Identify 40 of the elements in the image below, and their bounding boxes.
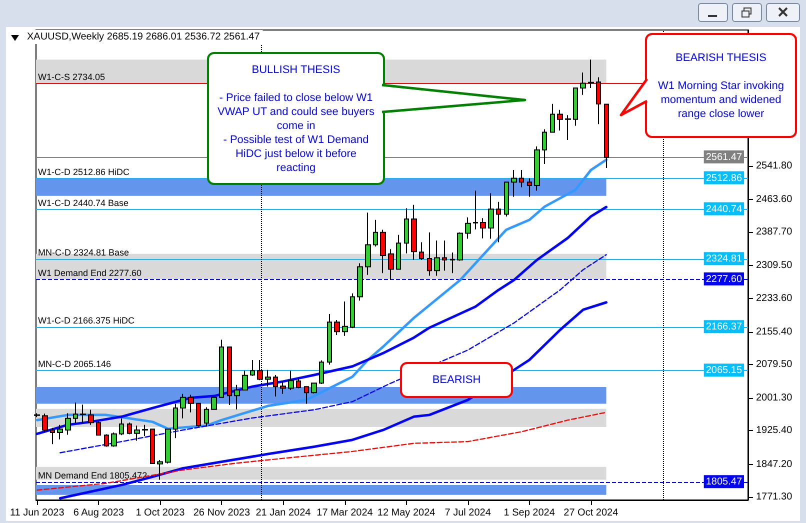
x-tick-label: 12 May 2024 <box>377 508 436 518</box>
annotation: 2324.81 <box>706 254 742 265</box>
y-tick-label: 2155.40 <box>756 326 793 338</box>
annotation: BEARISH <box>432 373 481 387</box>
ref-line-label: MN Demand End 1805.472 <box>38 470 148 481</box>
annotation: 2561.47 <box>706 152 742 163</box>
chart-title: XAUUSD,Weekly 2685.19 2686.01 2536.72 2561.47 <box>27 32 260 42</box>
annotation: 2166.37 <box>706 322 742 333</box>
y-tick-label: 2309.50 <box>756 260 793 272</box>
y-tick-label: 2541.80 <box>756 160 793 172</box>
y-tick-label: 1925.40 <box>756 425 793 436</box>
x-tick-label: 21 Jan 2024 <box>256 508 312 518</box>
y-tick-label: 2079.50 <box>756 358 793 370</box>
ref-line-label: W1-C-D 2512.86 HiDC <box>38 166 130 177</box>
x-tick-label: 27 Oct 2024 <box>564 508 619 518</box>
ref-line-label: W1-C-D 2440.74 Base <box>38 198 129 208</box>
y-tick-label: 2001.30 <box>756 392 793 404</box>
annotation: 2277.60 <box>706 274 742 285</box>
annotation: 2440.74 <box>706 204 742 215</box>
y-tick-label: 1771.30 <box>756 491 793 502</box>
x-tick-label: 11 Jun 2023 <box>10 508 65 518</box>
annotation: 1805.47 <box>706 476 742 488</box>
y-tick-label: 2463.60 <box>756 194 793 205</box>
ref-line-label: MN-C-D 2065.146 <box>38 359 112 370</box>
y-tick-label: 1847.20 <box>756 458 793 470</box>
x-tick-label: 26 Nov 2023 <box>193 508 250 518</box>
x-tick-label: 17 Mar 2024 <box>316 508 374 518</box>
x-tick-label: 7 Jul 2024 <box>444 508 492 518</box>
y-tick-label: 2387.70 <box>756 226 793 238</box>
x-tick-label: 6 Aug 2023 <box>73 508 124 518</box>
x-tick-label: 1 Oct 2023 <box>136 508 186 518</box>
ref-line-label: W1 Demand End 2277.60 <box>38 268 142 278</box>
x-tick-label: 1 Sep 2024 <box>504 508 556 518</box>
ref-line-label: W1-C-D 2166.375 HiDC <box>38 316 136 326</box>
annotation: 2512.86 <box>706 172 742 184</box>
y-tick-label: 2233.60 <box>756 292 793 304</box>
ref-line-label: W1-C-S 2734.05 <box>38 72 106 82</box>
speech-bubble: BEARISH <box>400 362 513 398</box>
ref-line-label: MN-C-D 2324.81 Base <box>38 248 130 258</box>
annotation: 2065.15 <box>706 365 742 376</box>
